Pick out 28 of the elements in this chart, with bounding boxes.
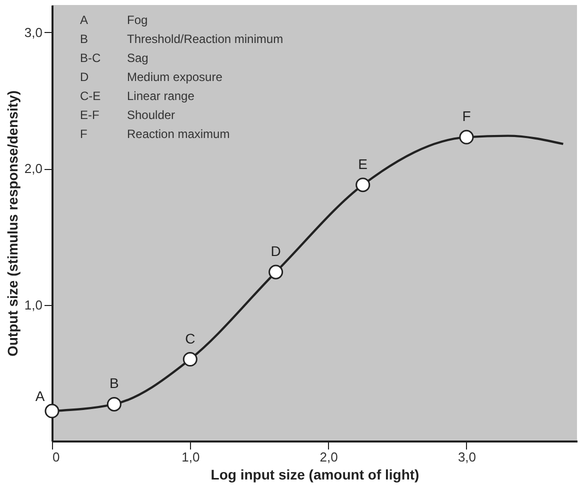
point [106, 396, 122, 412]
point [268, 264, 284, 280]
x-tick-label: 3,0 [458, 450, 476, 464]
annotation: D [270, 243, 281, 260]
x-tick-label: 1,0 [182, 450, 200, 464]
point [459, 130, 474, 144]
text: D Medium exposure [80, 70, 222, 84]
annotation: E [358, 156, 368, 172]
annotation: A [35, 388, 46, 404]
y-axis-title: Output size (stimulus response/density) [4, 90, 20, 357]
x-tick-label: 2,0 [320, 450, 338, 464]
annotation: C [185, 330, 196, 346]
text: B-C Sag [80, 51, 148, 65]
point [44, 404, 60, 418]
text: B Threshold/Reaction minimum [80, 32, 284, 46]
annotation: F [462, 108, 471, 124]
x-tick-label: 0 [52, 450, 60, 464]
text: A Fog [80, 13, 148, 27]
y-tick-label: 3,0 [24, 24, 42, 40]
x-axis-title: Log input size (amount of light) [210, 466, 420, 482]
y-tick-label: 2,0 [24, 161, 42, 176]
point [182, 352, 198, 367]
annotation: B [110, 375, 119, 392]
text: C-E Linear range [80, 89, 194, 103]
point [356, 178, 370, 192]
text: E-F Shoulder [80, 108, 176, 122]
y-tick-label: 1,0 [24, 297, 42, 312]
text: F Reaction maximum [80, 127, 230, 141]
